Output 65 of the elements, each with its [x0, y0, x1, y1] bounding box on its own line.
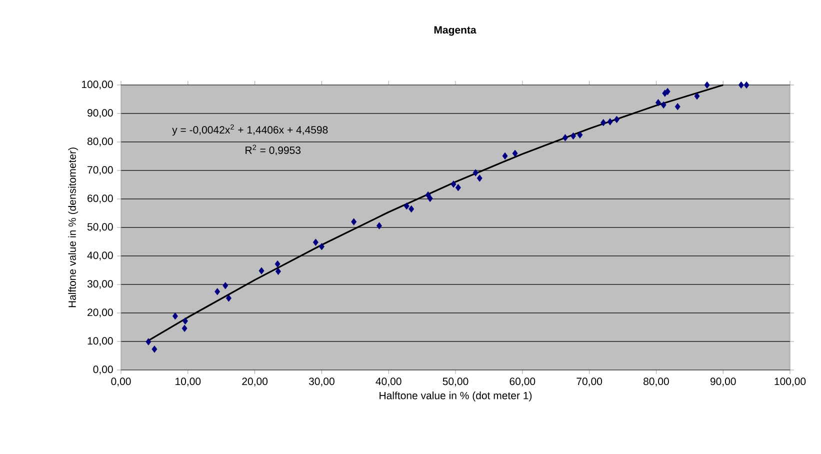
x-tick-label: 30,00 — [308, 378, 334, 386]
y-tick-label: 70,00 — [88, 166, 113, 175]
point — [614, 116, 620, 124]
point — [655, 99, 661, 106]
point — [744, 81, 750, 89]
x-tick-label: 70,00 — [576, 378, 602, 386]
chart-title: Magenta — [434, 26, 476, 36]
point — [404, 202, 410, 210]
y-tick-label: 60,00 — [88, 194, 113, 204]
point — [275, 268, 281, 275]
x-tick-label: 40,00 — [376, 378, 402, 386]
y-axis-title: Halftone value in % (densitometer) — [68, 148, 78, 308]
x-axis-title: Halftone value in % (dot meter 1) — [380, 392, 532, 402]
point — [607, 118, 613, 126]
point — [351, 218, 357, 226]
point — [674, 103, 680, 110]
x-tick-label: 10,00 — [176, 378, 201, 386]
point — [600, 119, 606, 126]
point — [738, 81, 744, 89]
point — [427, 194, 433, 202]
point — [660, 101, 666, 109]
x-tick-label: 0,00 — [111, 378, 131, 386]
y-tick-label: 40,00 — [87, 252, 113, 260]
y-tick-label: 0,00 — [93, 366, 113, 374]
y-tick-label: 50,00 — [87, 223, 113, 232]
point — [502, 152, 508, 160]
point — [182, 317, 188, 325]
point — [694, 92, 700, 100]
y-tick-label: 10,00 — [88, 337, 113, 346]
point — [214, 288, 220, 296]
point — [222, 282, 228, 290]
point — [476, 174, 482, 182]
point — [450, 180, 456, 188]
point — [570, 132, 576, 140]
annotation: y = -0,0042x$^{2}$ + 1,4406x + 4,4598 — [172, 124, 328, 136]
point — [704, 81, 710, 89]
point — [312, 238, 318, 246]
x-tick-label: 60,00 — [510, 378, 536, 386]
x-tick-label: 50,00 — [442, 378, 468, 386]
point — [455, 184, 461, 192]
point — [512, 150, 518, 157]
point — [664, 88, 670, 96]
point — [562, 134, 568, 142]
x-tick-label: 100,00 — [774, 378, 806, 386]
point — [577, 131, 583, 138]
x-tick-label: 90,00 — [710, 378, 736, 386]
x-tick-label: 80,00 — [644, 378, 669, 386]
point — [472, 169, 478, 176]
x-tick-label: 20,00 — [242, 378, 268, 386]
point — [274, 260, 280, 268]
point — [408, 205, 414, 213]
annotation: R$^{2}$ = 0,9953 — [246, 144, 301, 156]
y-tick-label: 100,00 — [82, 80, 113, 90]
point — [172, 312, 178, 320]
y-tick-label: 80,00 — [87, 138, 113, 146]
point — [152, 346, 158, 353]
point — [226, 294, 232, 302]
point — [146, 338, 152, 346]
y-tick-label: 90,00 — [88, 109, 113, 118]
point — [258, 267, 264, 274]
point — [376, 222, 382, 230]
y-tick-label: 20,00 — [88, 308, 113, 318]
point — [182, 324, 188, 332]
y-tick-label: 30,00 — [87, 280, 113, 289]
point — [318, 242, 324, 250]
